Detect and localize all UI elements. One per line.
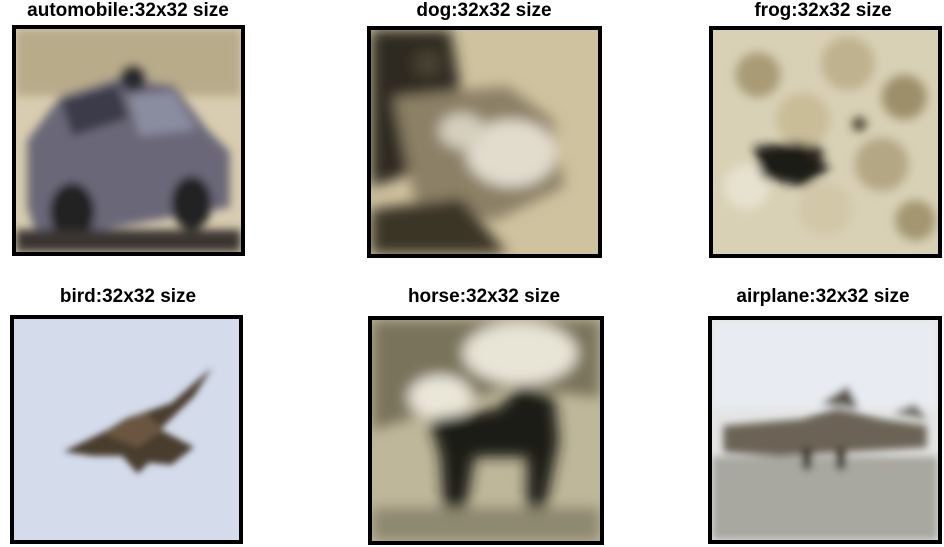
image-cell-airplane: airplane:32x32 size bbox=[702, 286, 944, 547]
horse-image bbox=[372, 320, 600, 541]
image-cell-automobile: automobile:32x32 size bbox=[0, 0, 256, 270]
dog-image bbox=[371, 30, 598, 254]
bird-image bbox=[14, 319, 239, 540]
image-frame bbox=[367, 26, 602, 258]
image-title: airplane:32x32 size bbox=[736, 286, 910, 307]
image-frame bbox=[10, 315, 243, 544]
image-title: automobile:32x32 size bbox=[27, 0, 229, 21]
frog-image bbox=[713, 30, 938, 254]
image-cell-horse: horse:32x32 size bbox=[356, 286, 612, 547]
image-frame bbox=[12, 25, 245, 256]
airplane-image bbox=[712, 320, 938, 540]
image-frame bbox=[368, 316, 604, 545]
image-cell-frog: frog:32x32 size bbox=[702, 0, 944, 270]
automobile-image bbox=[16, 29, 241, 252]
image-title: dog:32x32 size bbox=[416, 0, 552, 21]
image-cell-dog: dog:32x32 size bbox=[356, 0, 612, 270]
image-title: frog:32x32 size bbox=[754, 0, 892, 21]
image-title: horse:32x32 size bbox=[407, 286, 561, 307]
image-cell-bird: bird:32x32 size bbox=[0, 286, 256, 547]
image-title: bird:32x32 size bbox=[59, 286, 197, 307]
image-frame bbox=[708, 316, 942, 544]
image-frame bbox=[709, 26, 942, 258]
